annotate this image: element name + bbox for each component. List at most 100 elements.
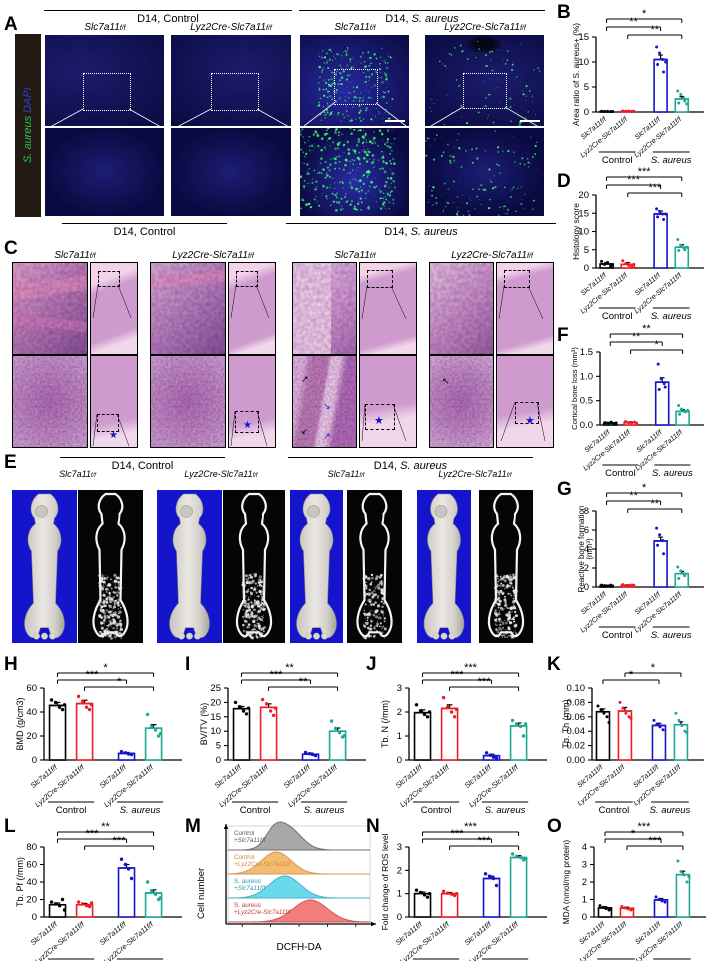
svg-text:40: 40: [26, 707, 37, 718]
svg-text:**: **: [632, 331, 641, 343]
svg-text:**: **: [629, 490, 638, 502]
svg-text:3: 3: [397, 842, 402, 853]
svg-text:*: *: [654, 339, 659, 351]
svg-text:Control: Control: [602, 155, 633, 166]
svg-text:***: ***: [451, 669, 465, 681]
svg-text:**: **: [629, 16, 638, 28]
svg-text:0: 0: [397, 912, 402, 923]
svg-text:Tb. N (/mm): Tb. N (/mm): [380, 700, 390, 748]
svg-text:0: 0: [584, 107, 589, 118]
svg-text:1: 1: [582, 895, 587, 906]
svg-text:S. aureus: S. aureus: [650, 805, 691, 816]
svg-text:S. aureus: S. aureus: [652, 468, 693, 479]
svg-text:*: *: [629, 669, 634, 681]
svg-text:0: 0: [32, 755, 37, 766]
svg-text:***: ***: [113, 835, 127, 847]
svg-text:3: 3: [582, 860, 587, 871]
svg-text:1.0: 1.0: [580, 371, 593, 382]
svg-text:Control: Control: [602, 630, 633, 641]
svg-text:20: 20: [210, 697, 221, 708]
svg-text:Tb. Th (mm): Tb. Th (mm): [561, 699, 571, 748]
svg-text:+Slc7a11f/f: +Slc7a11f/f: [234, 885, 266, 892]
svg-text:*: *: [642, 482, 647, 494]
svg-text:*: *: [642, 8, 647, 20]
svg-text:0.00: 0.00: [567, 755, 586, 766]
svg-text:***: ***: [478, 676, 492, 688]
svg-text:***: ***: [451, 828, 465, 840]
svg-text:Control: Control: [605, 468, 636, 479]
svg-text:Fold change of ROS level: Fold change of ROS level: [380, 833, 390, 930]
svg-text:2: 2: [397, 707, 402, 718]
svg-text:25: 25: [210, 683, 221, 694]
svg-text:0: 0: [216, 755, 221, 766]
svg-text:*: *: [103, 662, 108, 674]
svg-text:**: **: [642, 323, 651, 335]
svg-text:3: 3: [397, 683, 402, 694]
svg-text:20: 20: [26, 731, 37, 742]
svg-text:***: ***: [86, 828, 100, 840]
svg-text:20: 20: [26, 895, 37, 906]
svg-text:Histology score: Histology score: [571, 203, 581, 260]
svg-text:Control: Control: [421, 805, 452, 816]
svg-text:**: **: [650, 498, 659, 510]
svg-text:Control: Control: [56, 805, 87, 816]
svg-text:0.5: 0.5: [580, 396, 593, 407]
svg-text:0.10: 0.10: [567, 683, 586, 694]
svg-text:**: **: [299, 676, 308, 688]
svg-text:0: 0: [582, 912, 587, 923]
svg-text:0: 0: [584, 263, 589, 274]
svg-text:Control: Control: [234, 830, 254, 837]
svg-text:4: 4: [582, 842, 587, 853]
svg-text:S. aureus: S. aureus: [234, 902, 261, 909]
svg-text:MDA (nmol/mg protein): MDA (nmol/mg protein): [562, 840, 571, 924]
svg-text:+Slc7a11f/f: +Slc7a11f/f: [234, 837, 266, 844]
svg-text:1: 1: [397, 731, 402, 742]
svg-text:S. aureus: S. aureus: [234, 878, 261, 885]
svg-text:Cortical bone loss (mm³): Cortical bone loss (mm³): [570, 347, 579, 430]
svg-text:5: 5: [584, 245, 589, 256]
svg-text:S. aureus: S. aureus: [120, 805, 161, 816]
svg-text:+Lyz2Cre-Slc7a11f/f: +Lyz2Cre-Slc7a11f/f: [234, 909, 292, 916]
svg-text:S. aureus: S. aureus: [651, 155, 692, 166]
svg-text:BV/TV (%): BV/TV (%): [199, 703, 209, 746]
svg-text:*: *: [631, 828, 636, 840]
svg-text:60: 60: [26, 860, 37, 871]
svg-text:20: 20: [578, 190, 589, 201]
svg-text:***: ***: [648, 182, 662, 194]
svg-text:Control: Control: [599, 805, 630, 816]
svg-text:S. aureus: S. aureus: [304, 805, 345, 816]
svg-text:0: 0: [397, 755, 402, 766]
svg-text:+Lyz2Cre-Slc7a11f/f: +Lyz2Cre-Slc7a11f/f: [234, 861, 292, 868]
svg-text:10: 10: [210, 726, 221, 737]
svg-text:***: ***: [478, 835, 492, 847]
svg-text:2: 2: [397, 865, 402, 876]
svg-text:***: ***: [638, 821, 652, 833]
svg-text:S. aureus: S. aureus: [485, 805, 526, 816]
svg-text:Tb. Pf (/mm): Tb. Pf (/mm): [15, 857, 25, 907]
svg-text:5: 5: [216, 741, 221, 752]
svg-text:**: **: [101, 821, 110, 833]
svg-text:40: 40: [26, 877, 37, 888]
svg-text:5: 5: [584, 82, 589, 93]
svg-text:***: ***: [86, 669, 100, 681]
svg-text:***: ***: [464, 821, 478, 833]
svg-text:S. aureus: S. aureus: [651, 311, 692, 322]
svg-text:S. aureus: S. aureus: [651, 630, 692, 641]
svg-text:**: **: [285, 662, 294, 674]
svg-text:*: *: [117, 676, 122, 688]
svg-text:15: 15: [210, 712, 221, 723]
svg-text:0.0: 0.0: [580, 420, 593, 431]
svg-text:BMD (g/cm3): BMD (g/cm3): [15, 697, 25, 750]
svg-text:80: 80: [26, 842, 37, 853]
svg-text:0: 0: [32, 912, 37, 923]
svg-text:Control: Control: [234, 854, 254, 861]
svg-text:***: ***: [464, 662, 478, 674]
svg-text:*: *: [651, 662, 656, 674]
svg-text:1: 1: [397, 889, 402, 900]
svg-text:**: **: [650, 24, 659, 36]
svg-text:Reactive bone formation(mm³): Reactive bone formation(mm³): [577, 506, 594, 593]
svg-text:2: 2: [582, 877, 587, 888]
svg-text:1.5: 1.5: [580, 347, 593, 358]
svg-text:Area ratio of S. aureus+ (%): Area ratio of S. aureus+ (%): [571, 23, 581, 126]
svg-text:***: ***: [638, 166, 652, 178]
